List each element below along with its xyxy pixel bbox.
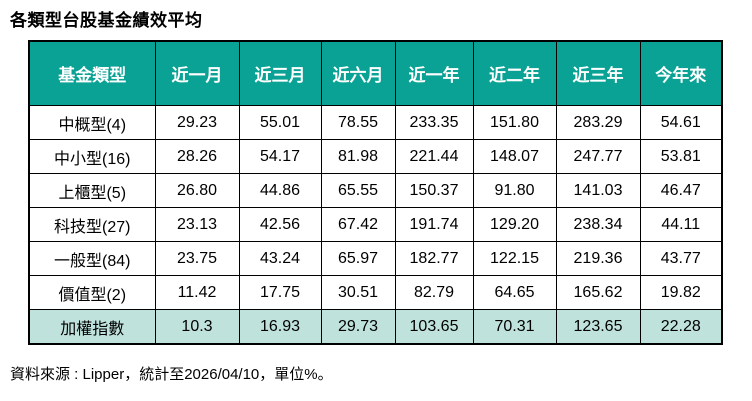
table-cell: 29.73 <box>320 309 396 345</box>
table-cell: 91.80 <box>472 173 557 208</box>
col-header-fund-type: 基金類型 <box>28 40 156 106</box>
table-cell: 53.81 <box>639 139 723 174</box>
table-cell: 29.23 <box>154 105 240 140</box>
table-cell: 44.11 <box>639 207 723 242</box>
col-header-2y: 近二年 <box>472 40 557 106</box>
table-cell: 11.42 <box>154 275 240 310</box>
table-row: 上櫃型(5) 26.80 44.86 65.55 150.37 91.80 14… <box>28 173 723 208</box>
row-label: 中概型(4) <box>28 105 156 140</box>
table-cell: 19.82 <box>639 275 723 310</box>
table-cell: 65.55 <box>320 173 396 208</box>
table-row-weighted-index: 加權指數 10.3 16.93 29.73 103.65 70.31 123.6… <box>28 309 723 345</box>
table-cell: 30.51 <box>320 275 396 310</box>
table-cell: 44.86 <box>238 173 322 208</box>
table-cell: 70.31 <box>472 309 557 345</box>
table-cell: 64.65 <box>472 275 557 310</box>
col-header-ytd: 今年來 <box>639 40 723 106</box>
table-cell: 123.65 <box>555 309 641 345</box>
table-cell: 46.47 <box>639 173 723 208</box>
table-cell: 150.37 <box>394 173 474 208</box>
row-label: 中小型(16) <box>28 139 156 174</box>
table-cell: 16.93 <box>238 309 322 345</box>
col-header-3y: 近三年 <box>555 40 641 106</box>
table-cell: 54.61 <box>639 105 723 140</box>
table-row: 科技型(27) 23.13 42.56 67.42 191.74 129.20 … <box>28 207 723 242</box>
row-label: 上櫃型(5) <box>28 173 156 208</box>
table-row: 中小型(16) 28.26 54.17 81.98 221.44 148.07 … <box>28 139 723 174</box>
table-cell: 78.55 <box>320 105 396 140</box>
table-cell: 182.77 <box>394 241 474 276</box>
table-cell: 165.62 <box>555 275 641 310</box>
table-cell: 22.28 <box>639 309 723 345</box>
table-cell: 103.65 <box>394 309 474 345</box>
table-row: 中概型(4) 29.23 55.01 78.55 233.35 151.80 2… <box>28 105 723 140</box>
page-title: 各類型台股基金績效平均 <box>10 11 203 30</box>
table-cell: 221.44 <box>394 139 474 174</box>
table-cell: 65.97 <box>320 241 396 276</box>
table-row: 價值型(2) 11.42 17.75 30.51 82.79 64.65 165… <box>28 275 723 310</box>
table-cell: 67.42 <box>320 207 396 242</box>
header-row: 基金類型 近一月 近三月 近六月 近一年 近二年 近三年 今年來 <box>28 40 723 106</box>
table-cell: 42.56 <box>238 207 322 242</box>
table-cell: 54.17 <box>238 139 322 174</box>
table-cell: 82.79 <box>394 275 474 310</box>
table-cell: 17.75 <box>238 275 322 310</box>
table-cell: 23.75 <box>154 241 240 276</box>
table-cell: 10.3 <box>154 309 240 345</box>
table-cell: 191.74 <box>394 207 474 242</box>
row-label: 科技型(27) <box>28 207 156 242</box>
row-label: 一般型(84) <box>28 241 156 276</box>
table-cell: 122.15 <box>472 241 557 276</box>
table-cell: 151.80 <box>472 105 557 140</box>
table-cell: 23.13 <box>154 207 240 242</box>
table-cell: 81.98 <box>320 139 396 174</box>
table-cell: 283.29 <box>555 105 641 140</box>
row-label: 加權指數 <box>28 309 156 345</box>
table-cell: 141.03 <box>555 173 641 208</box>
col-header-1m: 近一月 <box>154 40 240 106</box>
col-header-1y: 近一年 <box>394 40 474 106</box>
table-cell: 238.34 <box>555 207 641 242</box>
table-cell: 233.35 <box>394 105 474 140</box>
table-cell: 219.36 <box>555 241 641 276</box>
table-row: 一般型(84) 23.75 43.24 65.97 182.77 122.15 … <box>28 241 723 276</box>
table-cell: 129.20 <box>472 207 557 242</box>
table-cell: 26.80 <box>154 173 240 208</box>
table-cell: 43.24 <box>238 241 322 276</box>
row-label: 價值型(2) <box>28 275 156 310</box>
table-cell: 148.07 <box>472 139 557 174</box>
table-cell: 55.01 <box>238 105 322 140</box>
col-header-3m: 近三月 <box>238 40 322 106</box>
table-cell: 43.77 <box>639 241 723 276</box>
source-note: 資料來源 : Lipper，統計至2026/04/10，單位%。 <box>10 366 333 383</box>
table-cell: 28.26 <box>154 139 240 174</box>
col-header-6m: 近六月 <box>320 40 396 106</box>
fund-performance-table: 基金類型 近一月 近三月 近六月 近一年 近二年 近三年 今年來 中概型(4) … <box>28 40 723 345</box>
table-cell: 247.77 <box>555 139 641 174</box>
